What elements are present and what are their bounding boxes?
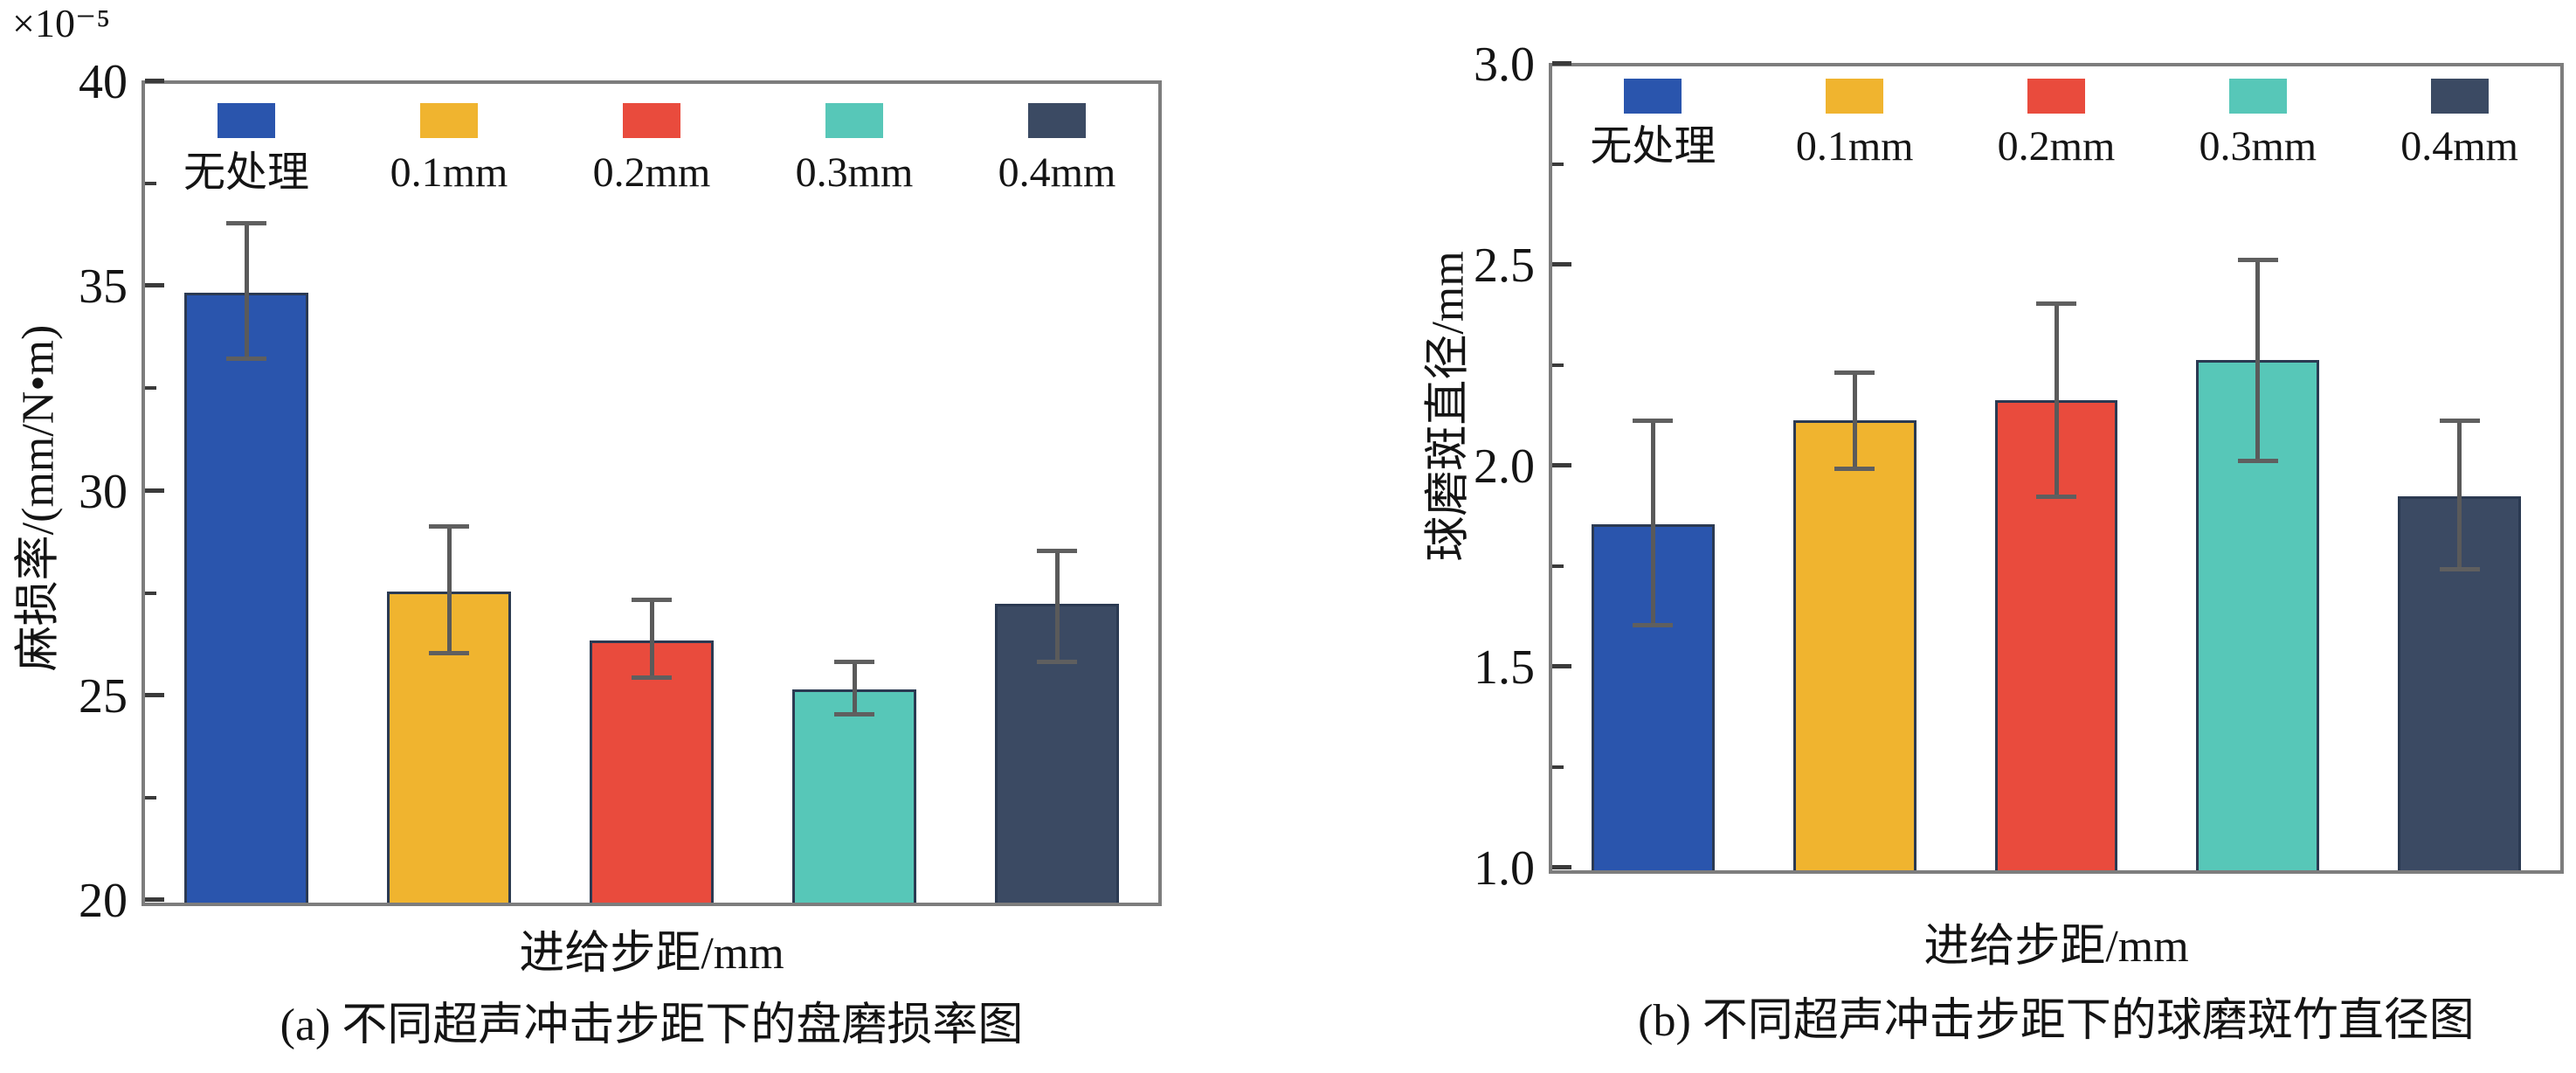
legend-swatch: [1624, 79, 1682, 114]
error-bar-line: [1852, 371, 1857, 468]
error-bar-line: [2255, 259, 2261, 460]
plot-area-b: 3.0 2.5 2.0 1.5 1.0 无处理 0.1mm 0.2mm 0.3mm 0.4mm: [1474, 38, 2564, 895]
error-bar-cap-top: [1834, 370, 1875, 375]
legend-swatch: [825, 103, 883, 138]
error-bar-cap-bottom: [1834, 467, 1875, 471]
y-major-tick: [145, 488, 164, 493]
error-bar-cap-top: [1633, 418, 1674, 423]
y-minor-tick: [145, 591, 156, 595]
y-axis-exponent-a: ×10⁻⁵: [12, 1, 111, 45]
y-tick-label: 25: [79, 668, 128, 723]
y-major-tick: [145, 692, 164, 697]
error-bar-cap-bottom: [2036, 495, 2076, 500]
y-tick-label: 20: [79, 874, 128, 928]
y-tick-label: 35: [79, 260, 128, 315]
error-bar-cap-top: [834, 659, 874, 664]
y-minor-tick: [1552, 163, 1564, 166]
x-axis-label-b: 进给步距/mm: [1923, 922, 2189, 972]
caption-b: (b) 不同超声冲击步距下的球磨斑竹直径图: [1638, 996, 2475, 1046]
error-bar-cap-bottom: [429, 651, 469, 656]
legend-label: 0.1mm: [390, 149, 508, 196]
legend-label: 无处理: [183, 149, 309, 196]
y-major-tick: [1552, 463, 1571, 467]
y-minor-tick: [1552, 765, 1564, 769]
legend-swatch: [218, 103, 275, 138]
error-bar-cap-top: [2036, 301, 2076, 307]
caption-a: (a) 不同超声冲击步距下的盘磨损率图: [280, 1000, 1024, 1050]
legend-swatch: [2228, 79, 2287, 114]
error-bar-line: [852, 661, 857, 715]
error-bar-line: [2457, 419, 2462, 569]
legend-swatch: [623, 103, 680, 138]
bar-0.2mm: [590, 640, 714, 903]
legend-swatch: [2027, 79, 2085, 114]
error-bar-cap-top: [226, 221, 266, 226]
error-bar-cap-top: [2439, 418, 2480, 423]
legend-label: 无处理: [1590, 123, 1716, 170]
bar-0.3mm: [792, 689, 916, 903]
legend-label: 0.3mm: [795, 149, 914, 196]
bar-0.1mm: [1792, 419, 1916, 870]
y-minor-tick: [1552, 564, 1564, 568]
error-bar-cap-bottom: [226, 356, 266, 361]
y-major-tick: [145, 283, 164, 288]
error-bar-cap-bottom: [2237, 458, 2278, 463]
y-minor-tick: [145, 795, 156, 800]
y-axis-label-b: 球磨斑直径/mm: [1423, 251, 1474, 562]
error-bar-line: [1650, 419, 1655, 626]
y-minor-tick: [145, 386, 156, 391]
y-tick-label: 2.5: [1474, 239, 1535, 293]
error-bar-line: [244, 223, 249, 358]
y-tick-label: 1.0: [1474, 841, 1535, 896]
y-tick-label: 40: [79, 55, 128, 109]
legend-label: 0.4mm: [998, 149, 1116, 196]
error-bar-line: [1054, 550, 1060, 661]
error-bar-cap-top: [1037, 549, 1077, 554]
error-bar-cap-top: [2237, 257, 2278, 262]
legend-label: 0.2mm: [592, 149, 711, 196]
legend-swatch: [1028, 103, 1086, 138]
y-tick-label: 3.0: [1474, 38, 1535, 92]
error-bar-cap-bottom: [632, 675, 672, 681]
x-axis-label-a: 进给步距/mm: [519, 929, 784, 979]
error-bar-line: [649, 599, 654, 678]
bar-无处理: [184, 292, 308, 903]
y-major-tick: [145, 897, 164, 902]
y-major-tick: [1552, 664, 1571, 668]
y-major-tick: [145, 79, 164, 83]
legend-label: 0.2mm: [1997, 123, 2116, 170]
error-bar-cap-bottom: [834, 712, 874, 717]
y-tick-label: 30: [79, 464, 128, 519]
legend-swatch: [2430, 79, 2489, 114]
error-bar-cap-top: [632, 598, 672, 603]
plot-area-a: 40 35 30 25 20 无处理 0.1mm 0.2mm 0.3mm 0.4mm: [79, 56, 1162, 927]
legend-label: 0.4mm: [2400, 123, 2518, 170]
y-major-tick: [1552, 865, 1571, 869]
error-bar-cap-bottom: [1037, 659, 1077, 664]
y-minor-tick: [145, 182, 156, 186]
error-bar-cap-bottom: [2439, 567, 2480, 571]
error-bar-cap-bottom: [1633, 623, 1674, 628]
y-minor-tick: [1552, 363, 1564, 367]
error-bar-cap-top: [429, 523, 469, 529]
y-tick-label: 1.5: [1474, 640, 1535, 695]
legend-swatch: [420, 103, 478, 138]
legend-label: 0.1mm: [1795, 123, 1914, 170]
y-major-tick: [1552, 61, 1571, 66]
y-major-tick: [1552, 262, 1571, 267]
error-bar-line: [2054, 303, 2059, 497]
y-tick-label: 2.0: [1474, 440, 1535, 494]
legend-label: 0.3mm: [2199, 123, 2317, 170]
error-bar-line: [446, 525, 452, 654]
legend-swatch: [1826, 79, 1884, 114]
